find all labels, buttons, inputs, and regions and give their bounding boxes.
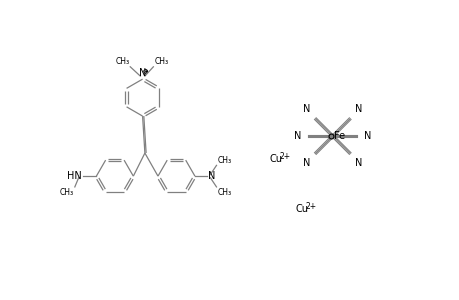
Text: N: N (354, 158, 362, 168)
Text: N: N (207, 171, 215, 181)
Text: 2+: 2+ (305, 202, 316, 211)
Text: 2+: 2+ (279, 152, 290, 160)
Text: Fe: Fe (334, 131, 345, 141)
Text: HN: HN (67, 171, 82, 181)
Text: CH₃: CH₃ (115, 57, 129, 66)
Text: CH₃: CH₃ (217, 156, 231, 165)
Text: N: N (364, 131, 371, 141)
Text: Cu: Cu (269, 154, 282, 164)
Text: N: N (302, 158, 310, 168)
Text: CH₃: CH₃ (217, 188, 231, 197)
Text: N: N (302, 104, 310, 114)
Text: N: N (139, 68, 146, 78)
Text: CH₃: CH₃ (60, 188, 74, 197)
Text: Cu: Cu (295, 204, 308, 214)
Text: N: N (354, 104, 362, 114)
Text: CH₃: CH₃ (154, 57, 168, 66)
Text: N: N (293, 131, 301, 141)
